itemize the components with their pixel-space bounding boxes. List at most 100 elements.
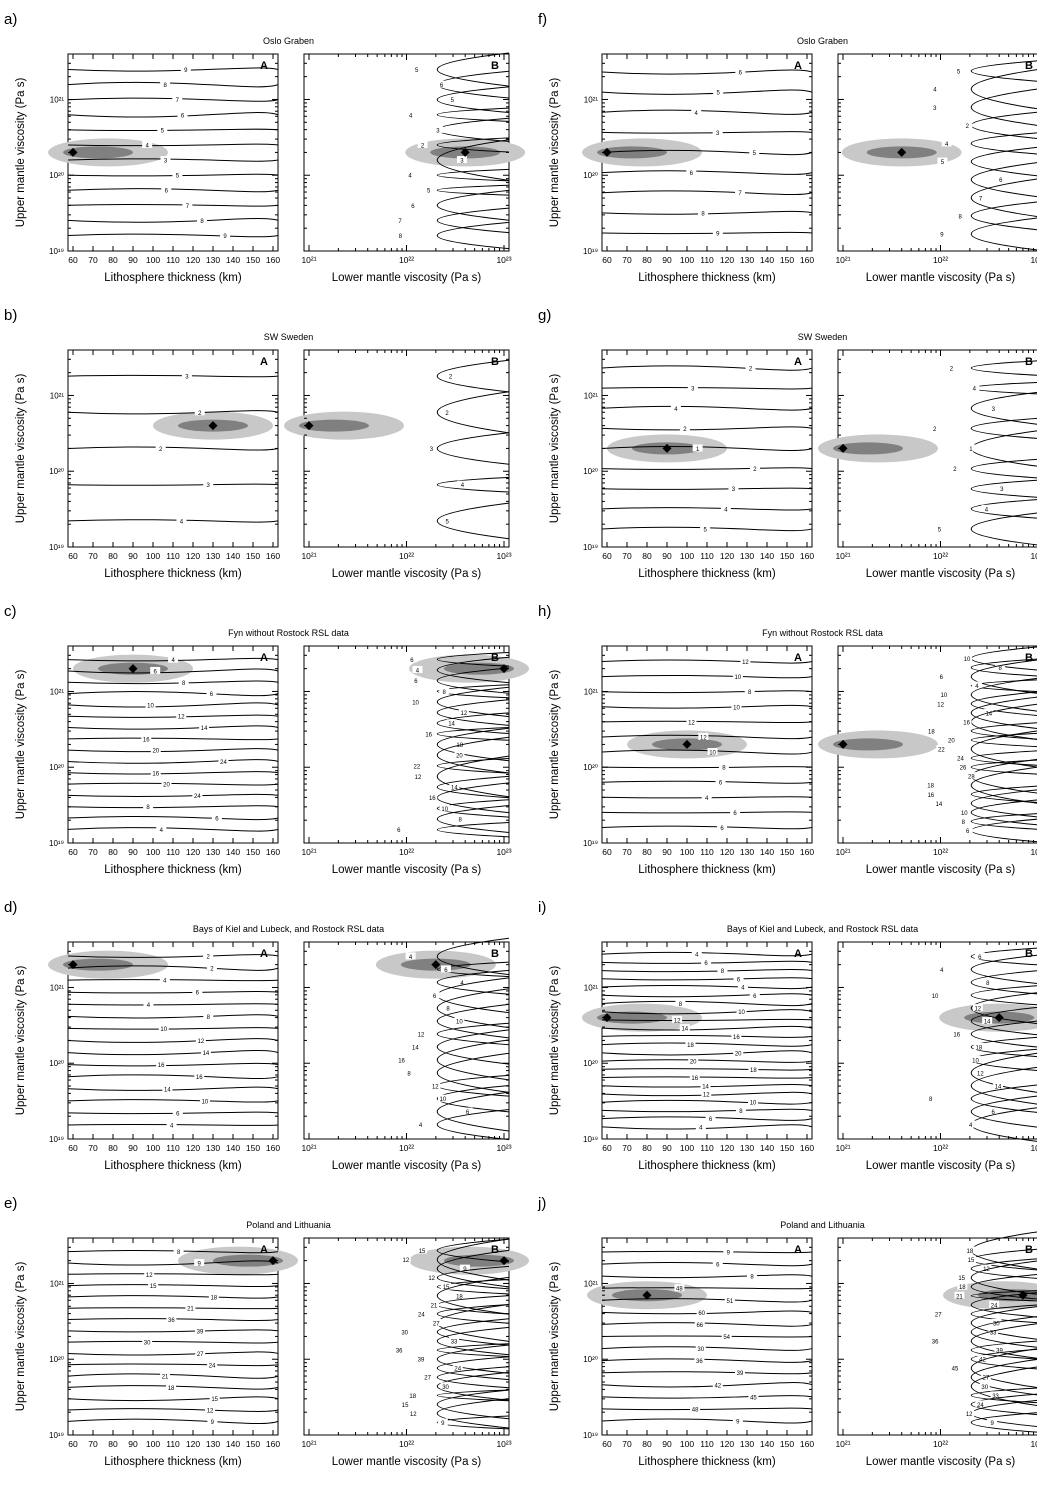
- contour-label: 9: [940, 232, 944, 238]
- x-tick-label: 150: [246, 551, 260, 561]
- contour-line: [601, 796, 813, 799]
- contour-label: 5: [176, 174, 180, 180]
- x-tick-label: 90: [662, 1143, 672, 1153]
- contour-line: [601, 960, 813, 964]
- contour-line: [67, 1003, 279, 1006]
- contour-label: 6: [411, 204, 415, 210]
- contour-label: 8: [146, 805, 150, 811]
- contour-label: 6: [704, 961, 708, 967]
- x-axis-label: Lower mantle viscosity (Pa s): [866, 272, 1016, 284]
- panel-letter: b): [4, 307, 17, 324]
- y-tick-label: 10¹⁹: [583, 543, 598, 552]
- contour-label: 3: [716, 131, 720, 137]
- contour-label: 14: [201, 726, 208, 732]
- contour-line: [67, 203, 279, 207]
- contour-label-bg: [166, 1315, 177, 1323]
- x-tick-label: 140: [760, 847, 774, 857]
- contour-label: 3: [207, 483, 211, 489]
- contour-line: [601, 1068, 813, 1071]
- x-tick-label: 10²³: [1030, 1143, 1037, 1153]
- contour-label-bg: [735, 1106, 746, 1114]
- contour-label-bg: [437, 1418, 448, 1426]
- contour-label-bg: [733, 1048, 744, 1056]
- contour-label-bg: [150, 666, 161, 674]
- contour-label-bg: [937, 157, 948, 165]
- x-axis-label: Lower mantle viscosity (Pa s): [332, 864, 482, 876]
- plot-b: 6 4 8 10 12 14 16 18 10 12 14 8 6 4 B 10²¹ 10²² 10²³ Lower…: [835, 941, 1037, 1172]
- contour-label: 21: [956, 1294, 963, 1300]
- contour-label-bg: [929, 103, 940, 111]
- contour-line: [67, 112, 279, 118]
- contour-label: 24: [194, 794, 201, 800]
- panel-i: i) Bays of Kiel and Lubeck, and Rostock R…: [538, 899, 1037, 1172]
- contour-label: 2: [953, 467, 957, 473]
- contour-label: 5: [941, 160, 945, 166]
- contour-label: 39: [737, 1371, 744, 1377]
- contour-line: [67, 1273, 279, 1276]
- x-tick-label: 70: [88, 1143, 98, 1153]
- contour-line: [436, 1415, 510, 1430]
- plot-b: 18 15 12 15 18 21 24 27 30 33 36 39 42 45 27 30 33 24 12 9 B…: [835, 1231, 1037, 1468]
- contour-label: 9: [716, 231, 720, 237]
- x-tick-label: 100: [146, 551, 160, 561]
- contour-label-bg: [721, 1332, 732, 1340]
- contour-label: 12: [415, 775, 422, 781]
- contour-label-bg: [933, 799, 944, 807]
- panel-letter: d): [4, 899, 17, 916]
- contour-label-bg: [454, 740, 465, 748]
- contour-label: 16: [152, 771, 159, 777]
- contour-label: 12: [742, 660, 749, 666]
- contour-line: [601, 1076, 813, 1079]
- contour-label: 4: [933, 88, 937, 94]
- contour-line: [67, 1074, 279, 1080]
- contour-line: [601, 1382, 813, 1388]
- contour-label-bg: [207, 1417, 218, 1425]
- contour-label: 33: [990, 1330, 997, 1336]
- contour-label-bg: [679, 1024, 690, 1032]
- contour-label: 20: [163, 783, 170, 789]
- contour-label-bg: [436, 80, 447, 88]
- x-tick-label: 160: [800, 255, 814, 265]
- contour-line: [601, 1091, 813, 1097]
- contour-line: [436, 726, 510, 741]
- contour-label-bg: [440, 1382, 451, 1390]
- y-axis-label: Upper mantle viscosity (Pa s): [549, 78, 561, 228]
- contour-label-bg: [734, 1368, 745, 1376]
- contour-line: [601, 1346, 813, 1351]
- contour-label: 24: [454, 1367, 461, 1373]
- contour-line: [67, 233, 279, 238]
- contour-line: [437, 727, 510, 762]
- contour-label-bg: [933, 1309, 944, 1317]
- contour-line: [601, 1059, 813, 1063]
- x-tick-label: 100: [680, 847, 694, 857]
- contour-label-bg: [406, 655, 417, 663]
- contour-label: 5: [451, 98, 455, 104]
- contour-label: 4: [973, 387, 977, 393]
- x-tick-label: 110: [700, 1439, 714, 1449]
- contour-label: 15: [968, 1258, 975, 1264]
- x-tick-label: 60: [602, 1439, 612, 1449]
- contour-line: [971, 992, 1037, 1025]
- contour-label-bg: [218, 757, 229, 765]
- contour-label: 2: [445, 411, 449, 417]
- contour-line: [436, 684, 510, 699]
- contour-label-bg: [199, 723, 210, 731]
- plot-a: 9 8 7 6 5 4 3 5 6 7 8 9 A 60 70 80 90 100 110 120 130 140 150 1…: [48, 53, 280, 284]
- best-fit-marker: [460, 147, 470, 157]
- contour-label-bg: [969, 384, 980, 392]
- x-tick-label: 120: [186, 1143, 200, 1153]
- y-tick-label: 10²¹: [584, 1279, 599, 1288]
- contour-label-bg: [930, 1337, 941, 1345]
- contour-label-bg: [449, 1337, 460, 1345]
- x-tick-label: 150: [780, 255, 794, 265]
- contour-label: 22: [414, 764, 421, 770]
- x-axis-label: Lithosphere thickness (km): [638, 272, 776, 284]
- contour-label: 3: [460, 159, 464, 165]
- contour-label-bg: [207, 1360, 218, 1368]
- y-axis-label: Upper mantle viscosity (Pa s): [549, 374, 561, 524]
- contour-label: 4: [163, 979, 167, 985]
- contour-line: [971, 178, 1037, 217]
- contour-label-bg: [426, 1273, 437, 1281]
- contour-label-bg: [206, 689, 217, 697]
